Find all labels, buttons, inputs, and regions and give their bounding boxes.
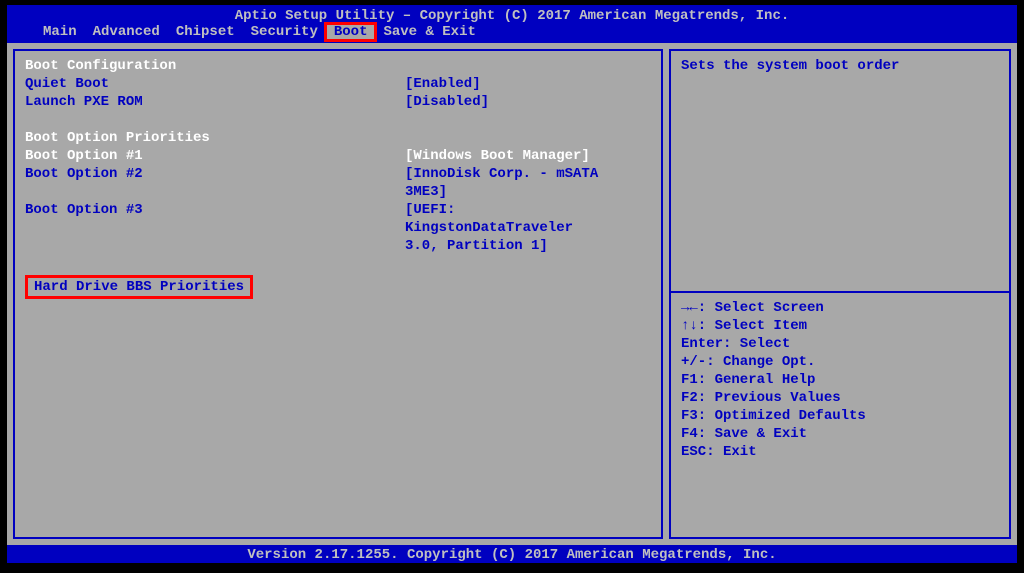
value-boot-opt2-l2: 3ME3]	[405, 183, 651, 201]
value-boot-opt1: [Windows Boot Manager]	[405, 147, 651, 165]
value-boot-opt3-l3: 3.0, Partition 1]	[405, 237, 651, 255]
row-quiet-boot[interactable]: Quiet Boot [Enabled]	[25, 75, 651, 93]
row-boot-opt1[interactable]: Boot Option #1 [Windows Boot Manager]	[25, 147, 651, 165]
bios-window: Aptio Setup Utility – Copyright (C) 2017…	[6, 4, 1018, 564]
key-esc: ESC: Exit	[681, 443, 999, 461]
tab-boot[interactable]: Boot	[326, 24, 376, 40]
help-divider	[671, 291, 1009, 293]
value-boot-opt3-l2: KingstonDataTraveler	[405, 219, 651, 237]
bios-title: Aptio Setup Utility – Copyright (C) 2017…	[7, 8, 1017, 24]
label-boot-opt1: Boot Option #1	[25, 147, 405, 165]
value-boot-opt3-l1: [UEFI:	[405, 201, 651, 219]
key-select-screen: →←: Select Screen	[681, 299, 999, 317]
footer-bar: Version 2.17.1255. Copyright (C) 2017 Am…	[7, 545, 1017, 563]
label-boot-opt2: Boot Option #2	[25, 165, 405, 183]
key-change-opt: +/-: Change Opt.	[681, 353, 999, 371]
row-launch-pxe[interactable]: Launch PXE ROM [Disabled]	[25, 93, 651, 111]
key-hints: →←: Select Screen ↑↓: Select Item Enter:…	[681, 299, 999, 461]
row-boot-opt3[interactable]: Boot Option #3 [UEFI:	[25, 201, 651, 219]
help-text: Sets the system boot order	[681, 57, 999, 75]
key-enter: Enter: Select	[681, 335, 999, 353]
row-boot-opt2[interactable]: Boot Option #2 [InnoDisk Corp. - mSATA	[25, 165, 651, 183]
value-quiet-boot: [Enabled]	[405, 75, 651, 93]
tab-chipset[interactable]: Chipset	[168, 24, 243, 40]
tabs-row: Main Advanced Chipset Security Boot Save…	[7, 24, 1017, 40]
tab-save-exit[interactable]: Save & Exit	[375, 24, 483, 40]
submenu-hard-drive-bbs[interactable]: Hard Drive BBS Priorities	[25, 275, 253, 299]
section-boot-priorities: Boot Option Priorities	[25, 129, 405, 147]
main-area: Boot Configuration Quiet Boot [Enabled] …	[7, 43, 1017, 545]
label-boot-opt3: Boot Option #3	[25, 201, 405, 219]
label-quiet-boot: Quiet Boot	[25, 75, 405, 93]
label-launch-pxe: Launch PXE ROM	[25, 93, 405, 111]
key-f1: F1: General Help	[681, 371, 999, 389]
section-boot-config: Boot Configuration	[25, 57, 405, 75]
tab-main[interactable]: Main	[35, 24, 85, 40]
key-f4: F4: Save & Exit	[681, 425, 999, 443]
key-f2: F2: Previous Values	[681, 389, 999, 407]
right-panel: Sets the system boot order →←: Select Sc…	[669, 49, 1011, 539]
key-select-item: ↑↓: Select Item	[681, 317, 999, 335]
row-hard-drive-bbs[interactable]: Hard Drive BBS Priorities	[25, 273, 651, 299]
key-f3: F3: Optimized Defaults	[681, 407, 999, 425]
value-boot-opt2-l1: [InnoDisk Corp. - mSATA	[405, 165, 651, 183]
left-panel: Boot Configuration Quiet Boot [Enabled] …	[13, 49, 663, 539]
header-bar: Aptio Setup Utility – Copyright (C) 2017…	[7, 5, 1017, 43]
tab-security[interactable]: Security	[243, 24, 326, 40]
value-launch-pxe: [Disabled]	[405, 93, 651, 111]
tab-advanced[interactable]: Advanced	[85, 24, 168, 40]
